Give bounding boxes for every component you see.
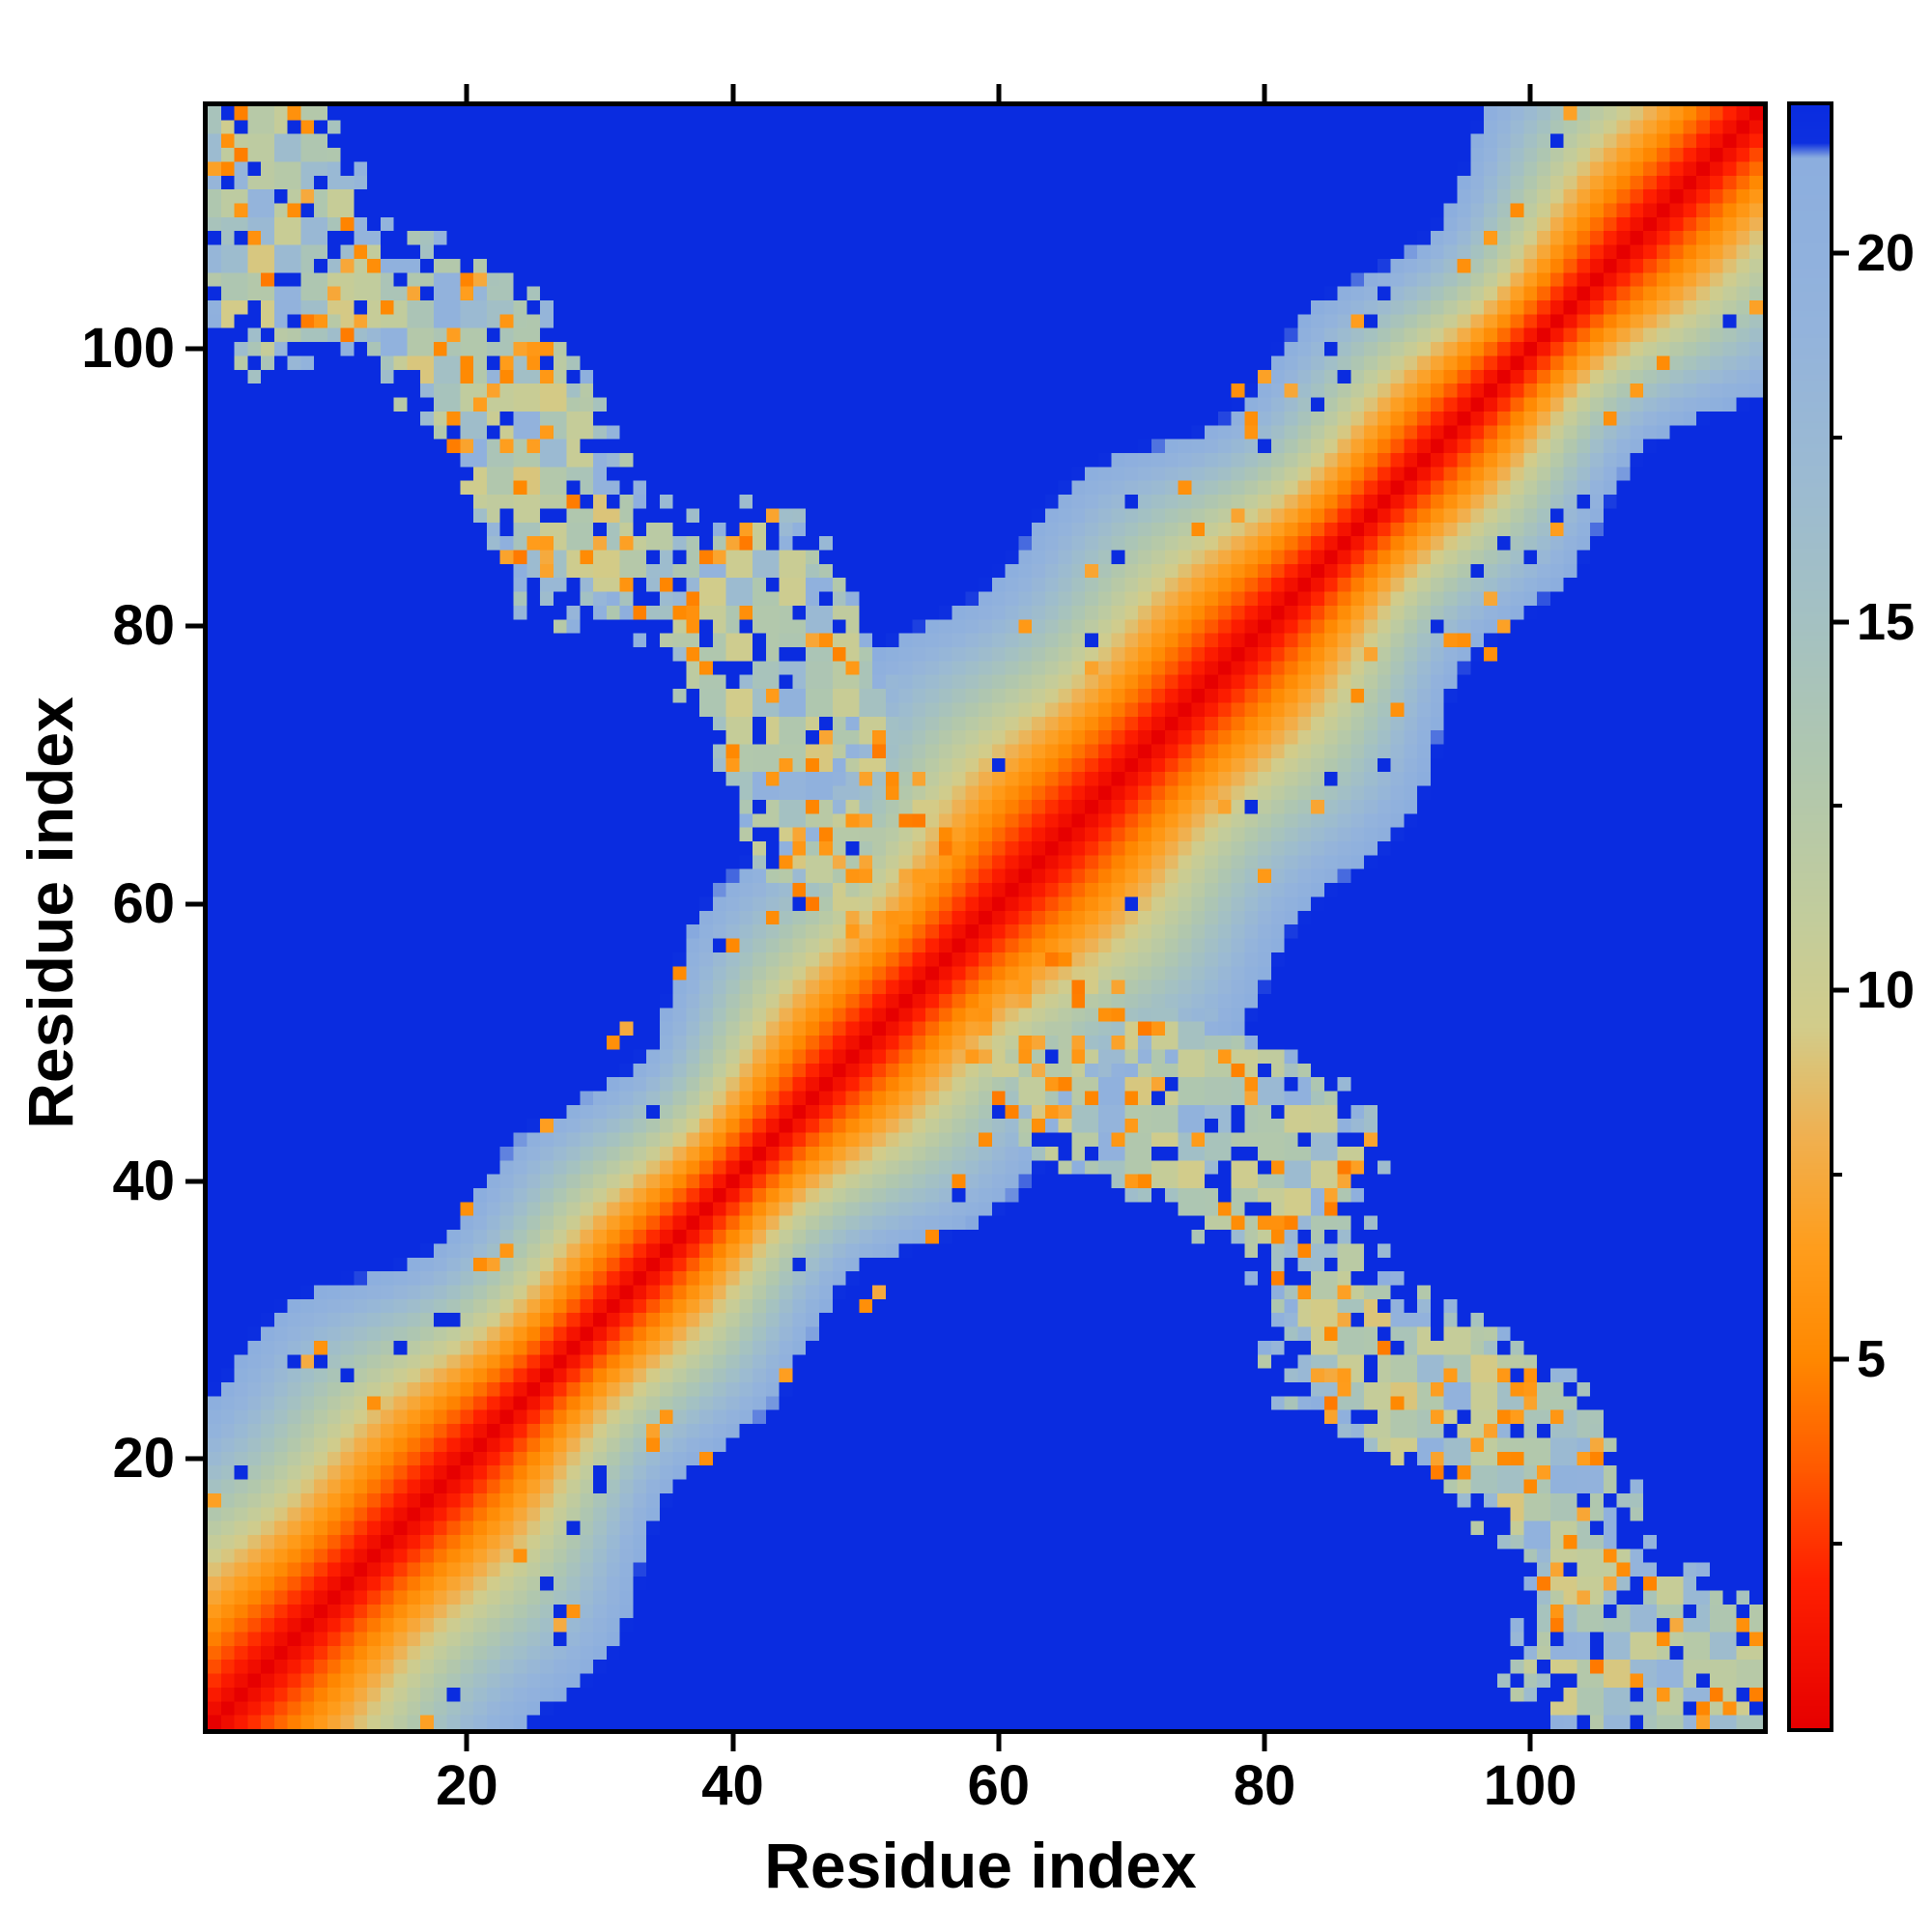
colorbar: 5 10 15 20 xyxy=(1787,101,1915,1732)
colorbar-tick-label: 10 xyxy=(1857,961,1916,1020)
x-tick-mark-bottom xyxy=(730,1734,736,1751)
y-tick-label: 100 xyxy=(81,317,175,381)
colorbar-tick-label: 20 xyxy=(1857,223,1916,282)
y-axis-label: Residue index xyxy=(14,696,86,1129)
colorbar-tick-label: 5 xyxy=(1857,1330,1887,1389)
x-tick-label: 40 xyxy=(701,1754,764,1817)
x-tick-mark-bottom xyxy=(996,1734,1002,1751)
x-tick-label: 100 xyxy=(1483,1754,1577,1817)
x-tick-mark-top xyxy=(730,84,736,101)
x-tick-mark-bottom xyxy=(1527,1734,1533,1751)
colorbar-tick-mark xyxy=(1833,250,1849,256)
colorbar-minor-tick-mark xyxy=(1833,1173,1842,1178)
x-tick-mark-top xyxy=(464,84,469,101)
x-tick-mark-bottom xyxy=(1262,1734,1267,1751)
y-tick-label: 40 xyxy=(112,1149,175,1212)
x-axis-label: Residue index xyxy=(764,1830,1197,1901)
heatmap-plot: 20 40 60 80 100 20 40 60 80 100 xyxy=(81,84,1768,1814)
x-tick-mark-top xyxy=(1527,84,1533,101)
y-tick-label: 20 xyxy=(112,1427,175,1490)
colorbar-minor-tick-mark xyxy=(1833,1542,1842,1547)
colorbar-tick-mark xyxy=(1833,987,1849,993)
heatmap-canvas xyxy=(208,106,1763,1729)
colorbar-minor-tick-mark xyxy=(1833,435,1842,440)
y-tick-mark xyxy=(185,1456,203,1462)
y-tick-mark xyxy=(185,623,203,629)
colorbar-gradient-canvas xyxy=(1791,105,1830,1728)
colorbar-minor-tick-mark xyxy=(1833,804,1842,809)
y-tick-mark xyxy=(185,901,203,907)
x-tick-label: 60 xyxy=(967,1754,1031,1817)
x-tick-mark-bottom xyxy=(464,1734,469,1751)
x-tick-label: 80 xyxy=(1233,1754,1296,1817)
y-tick-label: 80 xyxy=(112,594,175,658)
y-tick-mark xyxy=(185,346,203,352)
colorbar-tick-mark xyxy=(1833,1356,1849,1362)
colorbar-tick-label: 15 xyxy=(1857,592,1916,651)
x-tick-mark-top xyxy=(996,84,1002,101)
x-tick-label: 20 xyxy=(436,1754,498,1817)
y-tick-label: 60 xyxy=(112,871,175,935)
y-tick-mark xyxy=(185,1179,203,1184)
colorbar-tick-mark xyxy=(1833,619,1849,625)
x-tick-mark-top xyxy=(1262,84,1267,101)
